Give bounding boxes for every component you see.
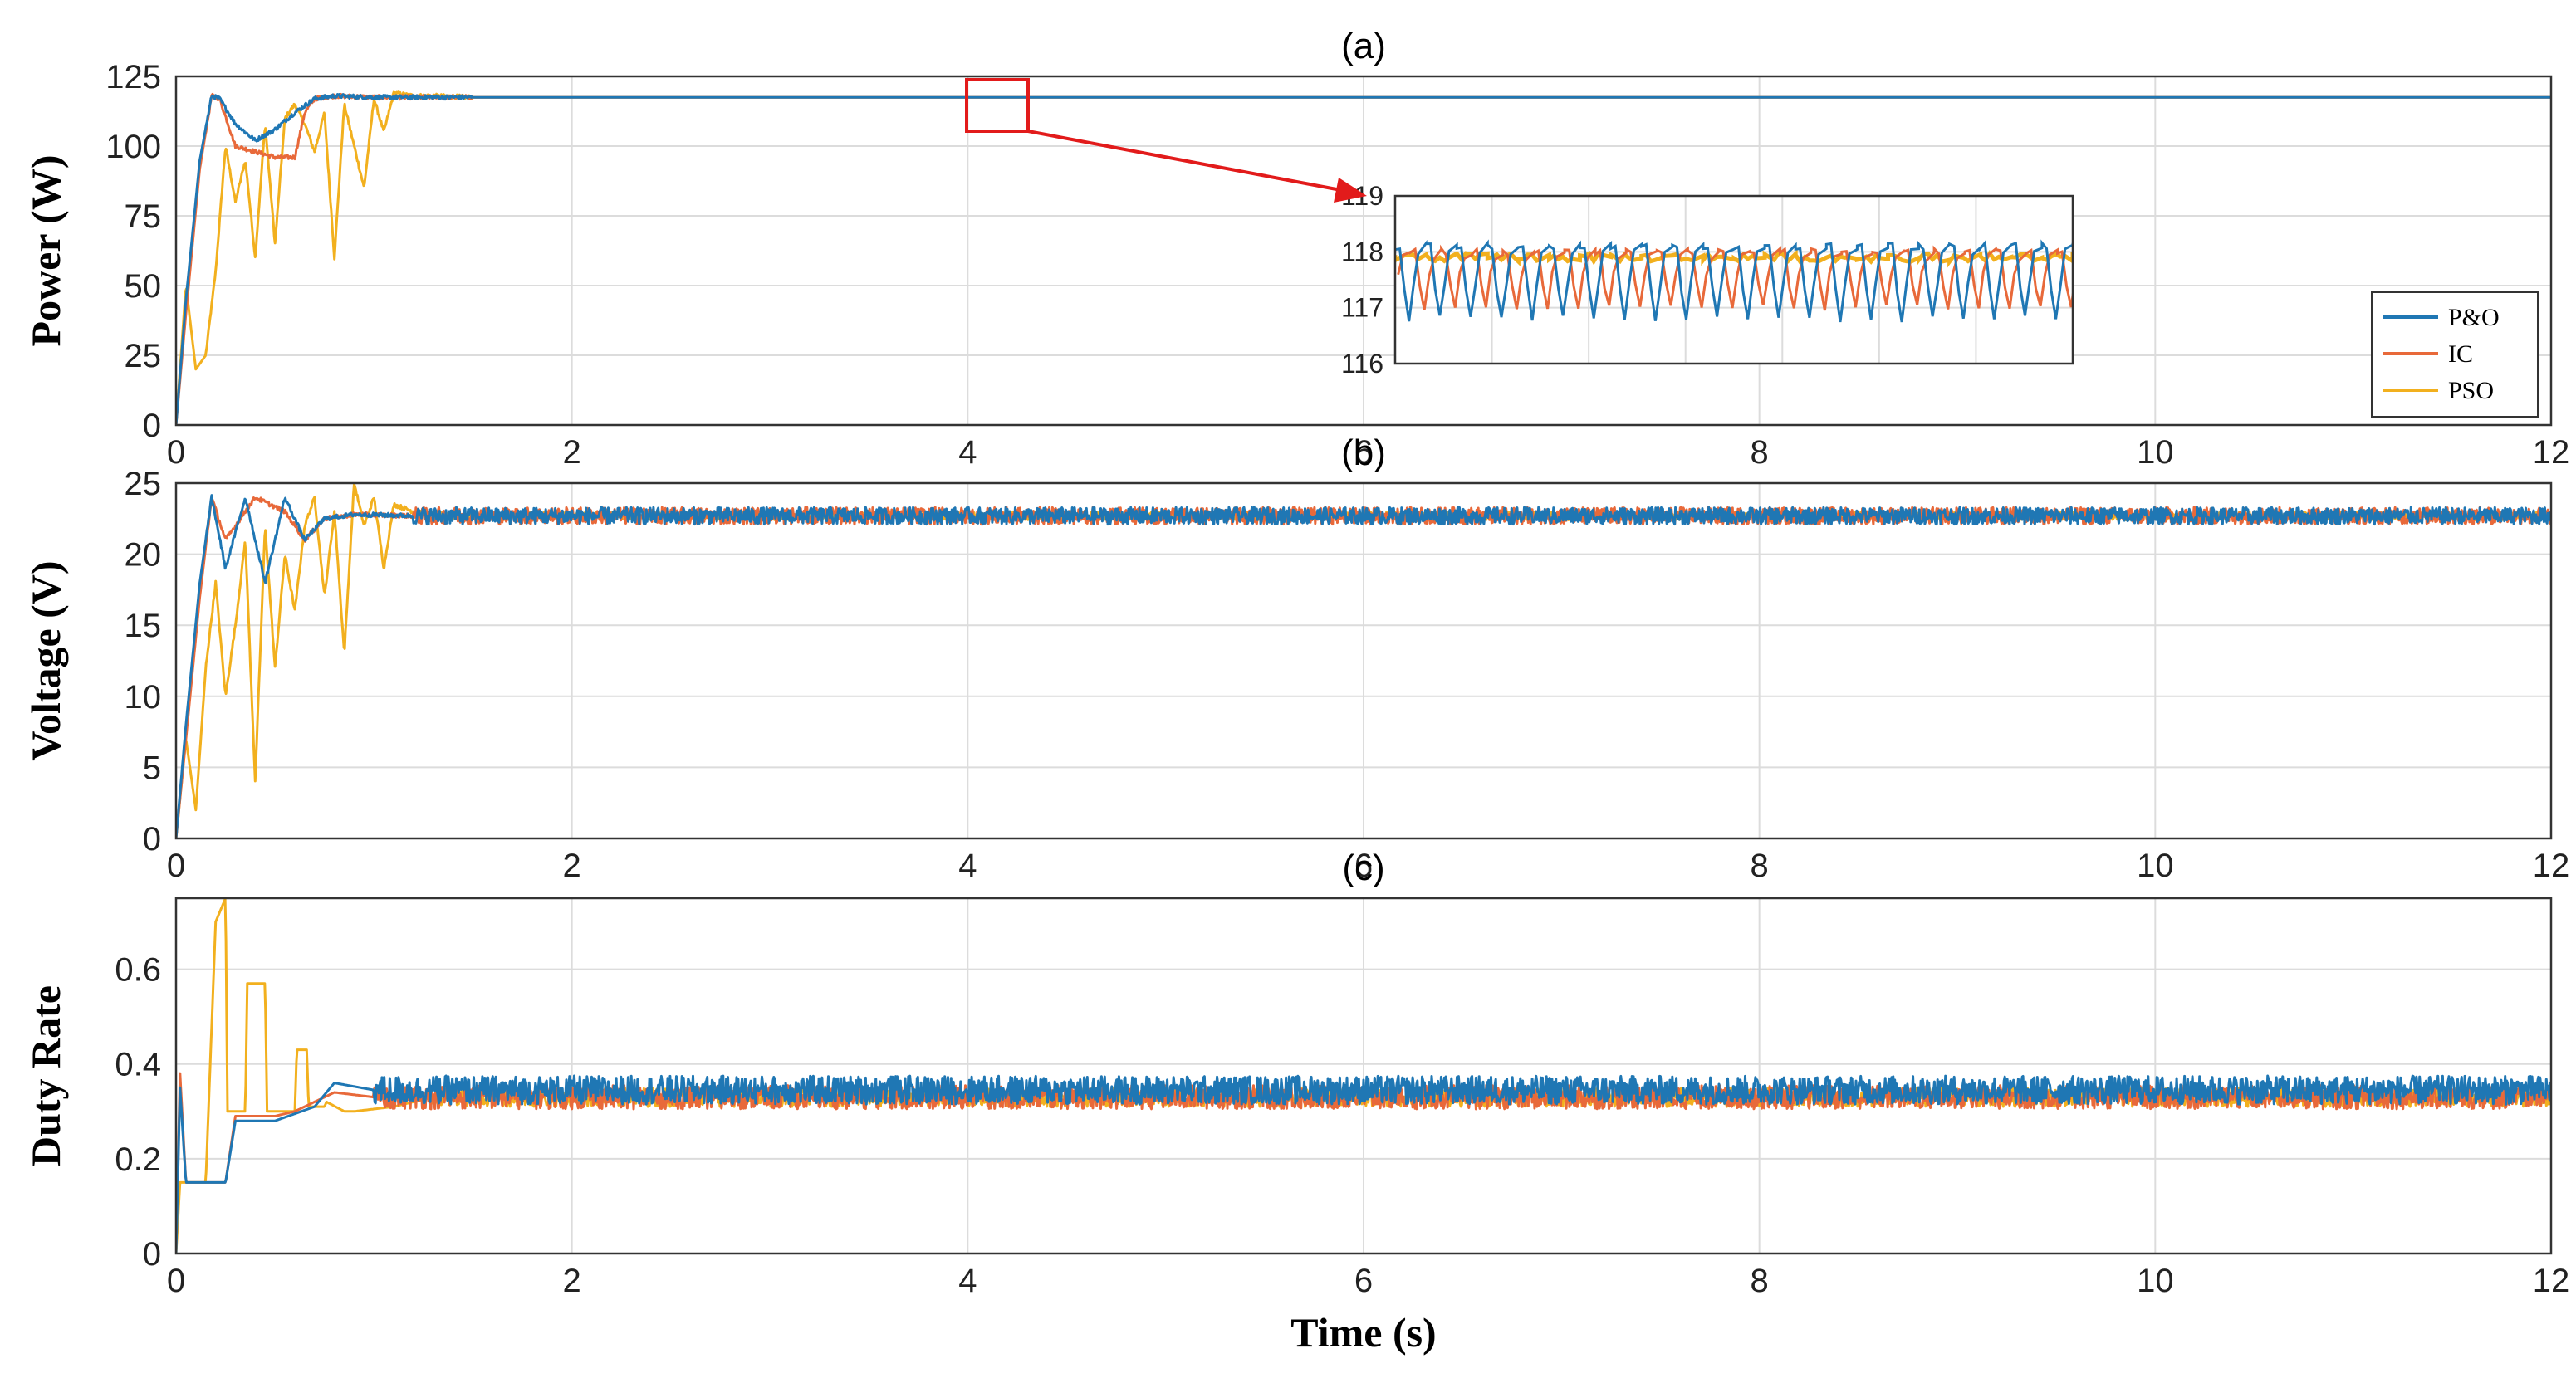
x-tick-label: 6 — [1354, 434, 1373, 471]
x-tick-label: 12 — [2533, 848, 2570, 884]
inset-series-line-po — [1395, 239, 2073, 323]
zoom-region-marker — [965, 78, 1030, 133]
y-tick-label: 15 — [125, 608, 162, 644]
y-tick-label: 25 — [125, 338, 162, 374]
x-tick-label: 4 — [958, 434, 977, 471]
x-tick-label: 6 — [1354, 848, 1373, 884]
inset-background — [1395, 196, 2073, 364]
series-line-po — [176, 1074, 2551, 1253]
y-tick-label: 75 — [125, 198, 162, 235]
series-group — [176, 90, 2551, 425]
zoom-arrow — [1027, 130, 1346, 193]
x-tick-label: 4 — [958, 1263, 977, 1299]
series-group — [176, 483, 2551, 838]
y-tick-label: 20 — [125, 537, 162, 574]
x-tick-label: 10 — [2137, 434, 2174, 471]
x-tick-label: 8 — [1751, 1263, 1769, 1299]
y-tick-label: 5 — [143, 750, 161, 786]
x-tick-label: 10 — [2137, 848, 2174, 884]
x-axis-label: Time (s) — [1290, 1309, 1436, 1356]
x-tick-label: 2 — [563, 1263, 581, 1299]
x-tick-label: 2 — [563, 848, 581, 884]
axes-frame — [174, 75, 2553, 427]
panel-power: 0 2 4 6 8 10 12 0 25 50 75 100 125 (a) Power (W) — [22, 26, 2569, 471]
x-tick-label: 8 — [1751, 434, 1769, 471]
inset-series-line-ic — [1397, 244, 2073, 311]
y-tick-label: 0.4 — [115, 1047, 161, 1083]
y-tick-label: 0 — [143, 1236, 161, 1273]
inset-frame — [1393, 194, 2074, 365]
x-tick-label: 10 — [2137, 1263, 2174, 1299]
y-tick-label: 25 — [125, 466, 162, 502]
axes-frame — [174, 897, 2553, 1255]
panel-title: (c) — [1342, 848, 1384, 888]
y-tick-label: 100 — [105, 129, 161, 165]
series-line-po — [176, 93, 2551, 425]
inset-y-tick-label: 116 — [1341, 349, 1383, 379]
x-tick-label: 6 — [1354, 1263, 1373, 1299]
y-tick-label: 0 — [143, 821, 161, 858]
y-tick-label: 50 — [125, 268, 162, 305]
legend-label: P&O — [2448, 304, 2500, 331]
x-tick-label: 0 — [167, 1263, 185, 1299]
y-tick-label: 10 — [125, 679, 162, 716]
panel-duty-rate: 0 2 4 6 8 10 12 0 0.2 0.4 0.6 (c) Duty Rate Time (s) — [22, 848, 2569, 1356]
axes-frame — [174, 481, 2553, 840]
inset-zoom: 116117118119 — [965, 78, 2074, 379]
inset-y-tick-label: 117 — [1341, 293, 1383, 323]
x-tick-label: 12 — [2533, 434, 2570, 471]
y-tick-label: 125 — [105, 59, 161, 95]
series-line-po — [176, 494, 2551, 838]
y-axis-label: Duty Rate — [22, 985, 69, 1166]
y-axis-label: Power (W) — [22, 155, 69, 347]
series-group — [176, 898, 2551, 1253]
x-tick-label: 2 — [563, 434, 581, 471]
y-tick-label: 0.6 — [115, 952, 161, 989]
legend-label: IC — [2448, 340, 2473, 368]
y-tick-label: 0 — [143, 408, 161, 444]
inset-series-line-pso — [1395, 249, 2073, 268]
x-tick-label: 12 — [2533, 1263, 2570, 1299]
panel-title: (a) — [1341, 26, 1386, 66]
y-axis-label: Voltage (V) — [22, 560, 69, 760]
x-tick-label: 0 — [167, 848, 185, 884]
y-tick-label: 0.2 — [115, 1141, 161, 1178]
x-tick-label: 4 — [958, 848, 977, 884]
legend: P&O IC PSO — [2371, 291, 2539, 418]
x-tick-label: 8 — [1751, 848, 1769, 884]
inset-series-group — [1395, 239, 2073, 323]
zoom-arrow-head — [1334, 178, 1367, 203]
legend-label: PSO — [2448, 377, 2494, 404]
x-tick-label: 0 — [167, 434, 185, 471]
inset-y-tick-label: 118 — [1341, 237, 1383, 266]
panel-title: (b) — [1341, 432, 1386, 473]
